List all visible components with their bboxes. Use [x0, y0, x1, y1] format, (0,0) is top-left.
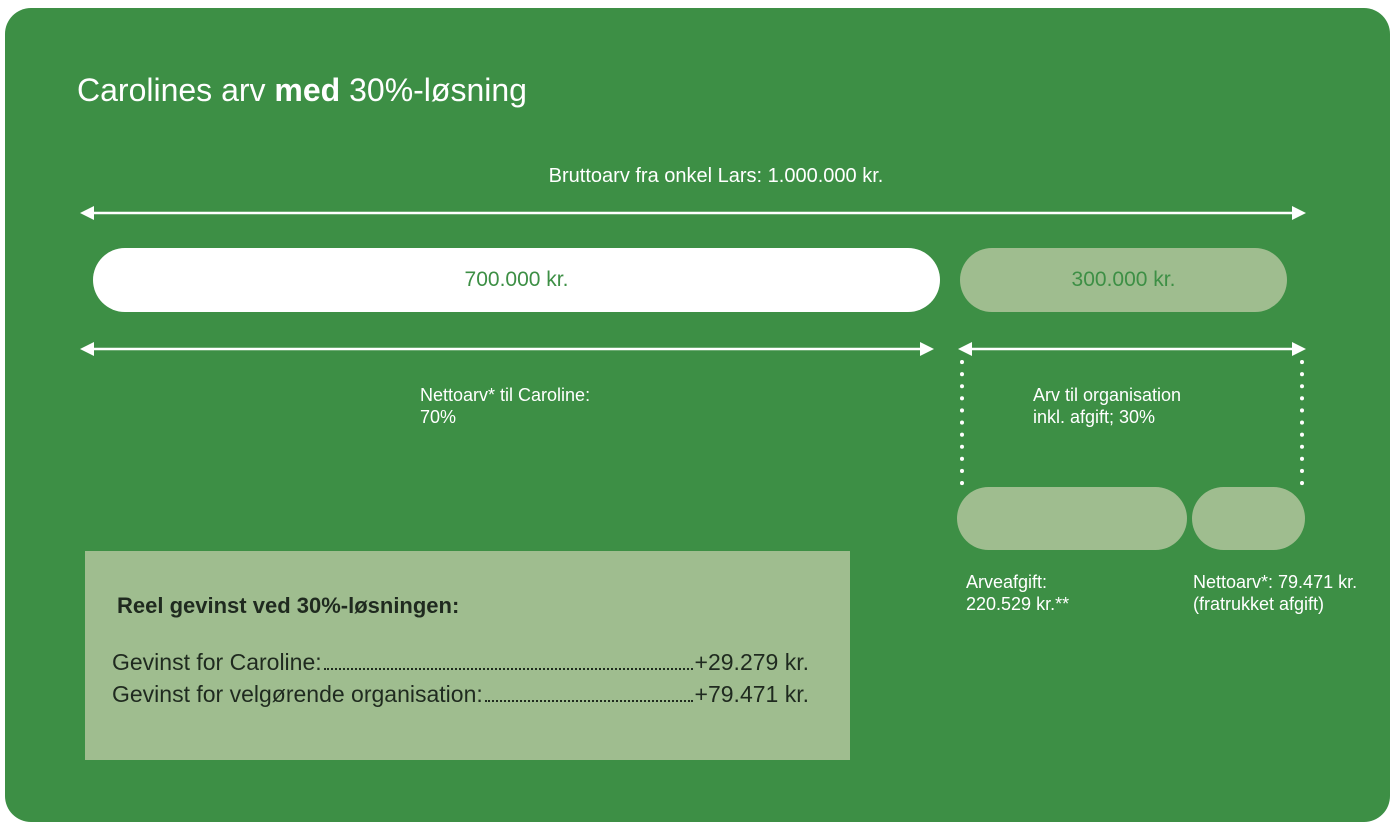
- title-bold: med: [274, 72, 341, 108]
- summary-row: Gevinst for velgørende organisation: +79.…: [112, 678, 809, 710]
- arrow-head: [958, 342, 972, 356]
- title: Carolines arv med 30%-løsning: [77, 72, 527, 109]
- summary-rows: Gevinst for Caroline: +29.279 kr. Gevinst…: [112, 646, 809, 710]
- text: 220.529 kr.**: [966, 594, 1070, 614]
- tax-label: Arveafgift: 220.529 kr.**: [966, 571, 1069, 615]
- text: +29.279 kr.: [694, 649, 809, 675]
- summary-title: Reel gevinst ved 30%-løsningen:: [117, 593, 460, 618]
- pill-caroline: 700.000 kr.: [93, 248, 940, 312]
- text: Nettoarv* til Caroline:: [420, 385, 591, 405]
- text: Nettoarv*: 79.471 kr.: [1193, 572, 1358, 592]
- arrow-head: [1292, 206, 1306, 220]
- gross-label: Bruttoarv fra onkel Lars: 1.000.000 kr.: [548, 165, 884, 187]
- pill-net: [1192, 487, 1305, 550]
- organisation-label: Arv til organisation inkl. afgift; 30%: [1033, 384, 1181, 428]
- text: inkl. afgift; 30%: [1033, 407, 1156, 427]
- pill-tax: [957, 487, 1187, 550]
- text: Arveafgift:: [966, 572, 1048, 592]
- title-text: 30%-løsning: [340, 72, 527, 108]
- arrow-head: [1292, 342, 1306, 356]
- pill-organisation: 300.000 kr.: [960, 248, 1287, 312]
- text: (fratrukket afgift): [1193, 594, 1325, 614]
- summary-row: Gevinst for Caroline: +29.279 kr.: [112, 646, 809, 678]
- text: Gevinst for velgørende organisation:: [112, 681, 483, 707]
- title-text: Carolines arv: [77, 72, 275, 108]
- caroline-label: Nettoarv* til Caroline: 70%: [420, 384, 590, 428]
- text: 70%: [420, 407, 457, 427]
- text: +79.471 kr.: [694, 681, 809, 707]
- arrow-head: [80, 342, 94, 356]
- net-label: Nettoarv*: 79.471 kr. (fratrukket afgift): [1193, 571, 1357, 615]
- text: Arv til organisation: [1033, 385, 1182, 405]
- arrow-head: [80, 206, 94, 220]
- summary-box: Reel gevinst ved 30%-løsningen: Gevinst …: [85, 551, 850, 760]
- text: Gevinst for Caroline:: [112, 649, 322, 675]
- arrow-head: [920, 342, 934, 356]
